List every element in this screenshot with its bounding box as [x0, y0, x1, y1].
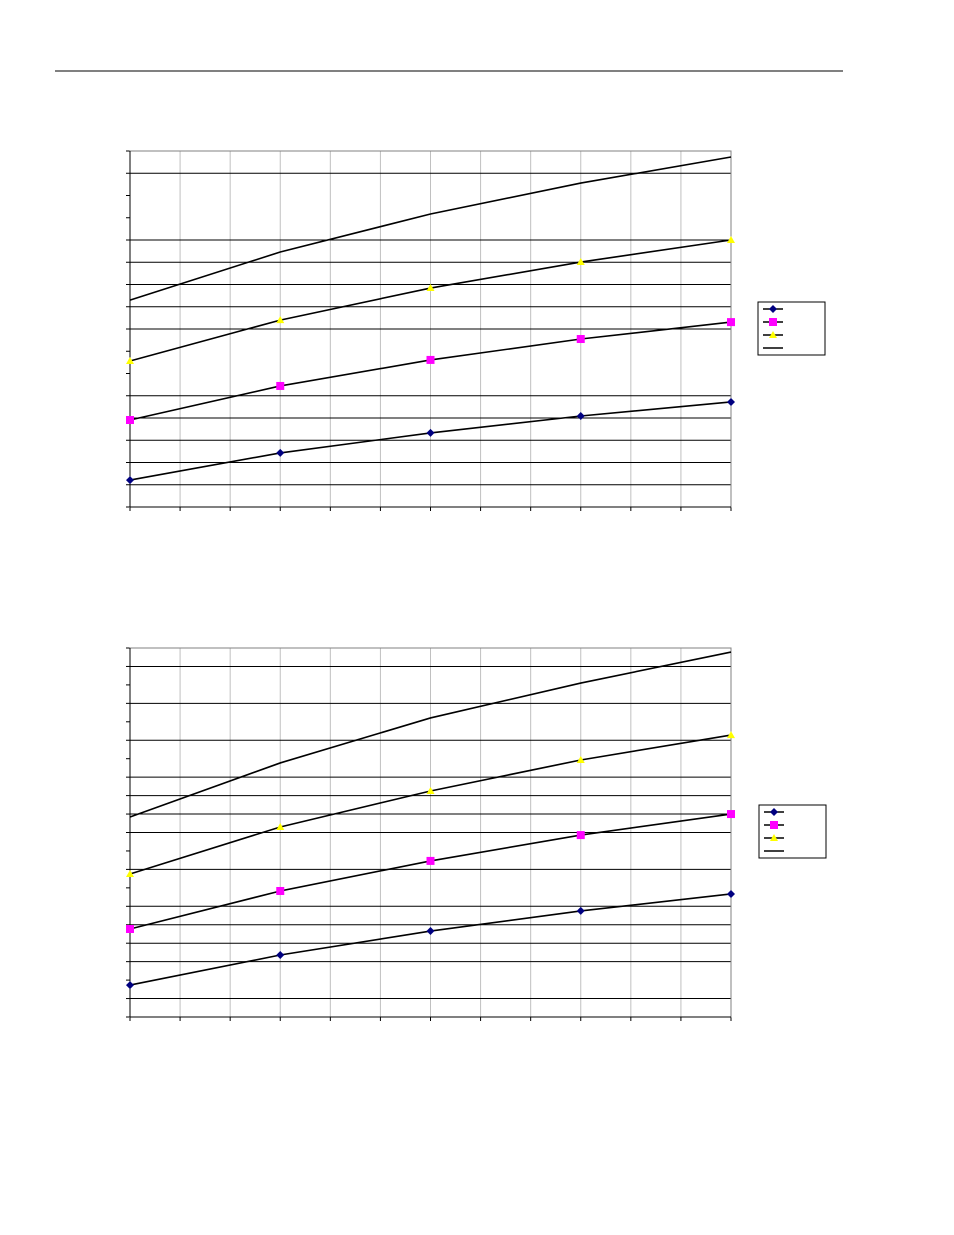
- marker: [576, 831, 585, 840]
- marker: [576, 906, 585, 915]
- marker: [576, 258, 585, 266]
- marker: [126, 870, 134, 878]
- marker: [426, 428, 435, 437]
- marker: [126, 924, 134, 933]
- marker: [576, 411, 585, 420]
- marker: [426, 927, 435, 936]
- marker: [126, 981, 134, 990]
- marker: [276, 381, 285, 390]
- marker: [769, 331, 777, 338]
- marker: [770, 821, 778, 829]
- marker: [426, 355, 435, 364]
- marker: [126, 476, 134, 485]
- marker: [727, 397, 735, 406]
- marker: [769, 318, 777, 326]
- marker: [727, 318, 735, 327]
- marker: [576, 335, 585, 344]
- marker: [126, 357, 134, 365]
- marker: [727, 810, 735, 819]
- marker: [769, 305, 777, 313]
- marker: [276, 316, 285, 324]
- marker: [276, 822, 285, 830]
- marker: [276, 448, 285, 457]
- legend: [757, 301, 826, 356]
- marker: [276, 886, 285, 895]
- marker: [727, 889, 735, 898]
- marker: [770, 834, 778, 841]
- marker: [727, 731, 735, 739]
- marker: [426, 856, 435, 865]
- series-line: [129, 156, 732, 301]
- marker: [576, 755, 585, 763]
- marker: [126, 416, 134, 425]
- legend: [758, 804, 827, 859]
- marker: [426, 786, 435, 794]
- series-line: [129, 651, 732, 818]
- marker: [770, 808, 778, 816]
- marker: [426, 284, 435, 292]
- marker: [276, 951, 285, 960]
- marker: [727, 236, 735, 243]
